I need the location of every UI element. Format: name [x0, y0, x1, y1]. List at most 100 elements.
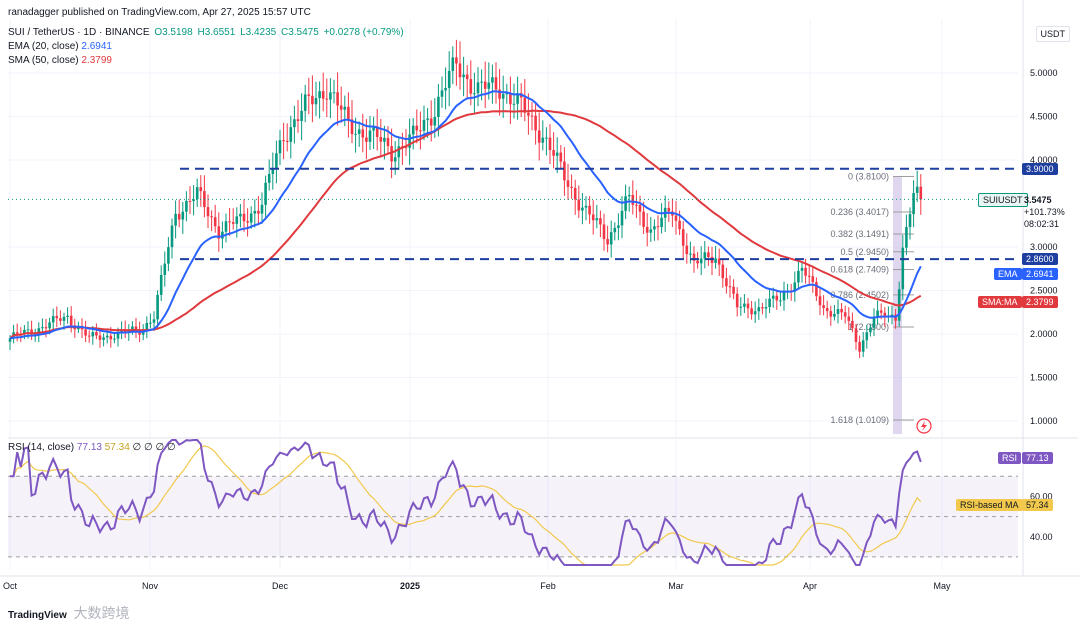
candle-body: [779, 300, 782, 302]
candle-body: [581, 207, 584, 211]
candle: [357, 121, 361, 147]
candle-body: [336, 92, 339, 106]
candle: [581, 192, 584, 225]
tradingview-brand: TradingView 大数跨境: [8, 603, 130, 623]
candle: [703, 241, 707, 269]
candle-body: [145, 322, 149, 330]
candle-body: [732, 286, 735, 294]
candle: [563, 147, 566, 196]
candle-body: [667, 207, 671, 212]
candle-body: [656, 226, 660, 228]
resistance-price-tag: 3.9000: [1022, 163, 1058, 175]
symbol-line: SUI / TetherUS · 1D · BINANCE: [8, 27, 150, 38]
candle: [530, 102, 534, 131]
candle: [383, 125, 386, 160]
candle: [372, 116, 375, 150]
time-tick-label: Apr: [803, 581, 817, 591]
candle-body: [379, 137, 383, 142]
ohlc-legend: SUI / TetherUS · 1D · BINANCE O3.5198 H3…: [8, 27, 406, 38]
candle: [411, 117, 415, 150]
candle-body: [343, 106, 347, 110]
candle-body: [30, 329, 33, 335]
candle: [725, 267, 728, 294]
candle: [440, 76, 444, 108]
fib-level-label: 0.786 (2.4502): [830, 290, 889, 300]
candle-body: [696, 260, 699, 264]
candle-body: [545, 137, 548, 139]
candle-body: [253, 210, 257, 214]
candle-body: [228, 221, 231, 223]
candle: [329, 78, 332, 119]
candlestick-series: [8, 39, 923, 358]
candle-body: [433, 117, 437, 126]
candle-body: [213, 217, 217, 227]
candle: [15, 323, 19, 342]
candle: [415, 109, 419, 144]
candle-body: [804, 267, 807, 276]
price-tick-label: 2.5000: [1030, 286, 1058, 296]
candle-body: [347, 106, 350, 120]
candle-body: [249, 213, 253, 223]
sma-legend[interactable]: SMA (50, close) 2.3799: [8, 55, 112, 66]
candle-body: [278, 140, 282, 154]
rsi-tick-label: 60.00: [1030, 491, 1053, 501]
candle-body: [224, 221, 228, 232]
candle-body: [177, 213, 181, 220]
candle-body: [55, 316, 59, 319]
candle-body: [645, 226, 649, 233]
candle-body: [95, 332, 98, 336]
candle: [278, 129, 282, 165]
candle-body: [437, 96, 440, 118]
candle-body: [728, 286, 732, 288]
candle-body: [807, 275, 811, 277]
candle-body: [563, 161, 566, 181]
candle: [149, 313, 152, 329]
candle-body: [314, 98, 318, 105]
rsi-legend[interactable]: RSI (14, close) 77.13 57.34 ∅ ∅ ∅ ∅: [8, 442, 176, 453]
candle: [444, 67, 447, 110]
candle-body: [915, 186, 919, 193]
candle-body: [192, 199, 195, 202]
candle-body: [318, 91, 321, 99]
candle: [447, 51, 451, 107]
candle-body: [451, 57, 455, 71]
candle-body: [152, 319, 156, 323]
candle: [167, 237, 170, 272]
ema-legend[interactable]: EMA (20, close) 2.6941: [8, 41, 112, 52]
candle-body: [422, 119, 426, 131]
candle-body: [275, 153, 278, 170]
candle: [181, 201, 185, 234]
candle-body: [635, 204, 638, 206]
candle: [653, 219, 656, 241]
candle-body: [775, 295, 779, 301]
candle-body: [739, 306, 743, 308]
candle-body: [480, 81, 483, 83]
candle: [473, 72, 476, 115]
candle-body: [552, 150, 555, 156]
candle: [516, 76, 519, 120]
candle: [30, 320, 33, 341]
candle: [213, 204, 217, 233]
candle: [41, 318, 44, 333]
candle-body: [293, 119, 296, 128]
candle-body: [87, 335, 91, 337]
candle-body: [404, 147, 408, 149]
candle: [649, 216, 653, 242]
candle: [588, 196, 591, 224]
candle-body: [271, 169, 275, 174]
support-price-tag: 2.8600: [1022, 253, 1058, 265]
candle: [217, 212, 221, 252]
candle: [771, 287, 775, 308]
candle-body: [771, 295, 775, 299]
currency-unit-button[interactable]: USDT: [1035, 26, 1070, 42]
candle: [170, 218, 174, 259]
candle-body: [509, 93, 512, 105]
candle-body: [37, 328, 41, 335]
candle-body: [570, 186, 573, 188]
flash-icon-ring: [916, 418, 932, 434]
candle: [782, 281, 786, 311]
fib-level-label: 1.618 (1.0109): [830, 415, 889, 425]
candle: [761, 302, 764, 315]
candle-body: [530, 115, 534, 117]
